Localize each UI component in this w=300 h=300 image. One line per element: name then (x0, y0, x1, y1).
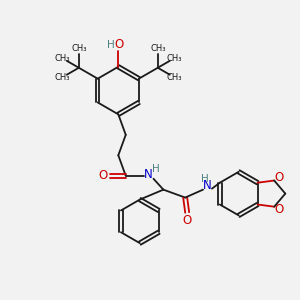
Text: H: H (107, 40, 115, 50)
Text: CH₃: CH₃ (166, 54, 182, 63)
Text: CH₃: CH₃ (150, 44, 166, 53)
Text: O: O (115, 38, 124, 52)
Text: CH₃: CH₃ (55, 73, 70, 82)
Text: O: O (183, 214, 192, 227)
Text: CH₃: CH₃ (55, 54, 70, 63)
Text: N: N (144, 168, 153, 181)
Text: H: H (201, 174, 209, 184)
Text: CH₃: CH₃ (166, 73, 182, 82)
Text: O: O (274, 203, 284, 216)
Text: O: O (98, 169, 108, 182)
Text: CH₃: CH₃ (71, 44, 87, 53)
Text: O: O (274, 171, 284, 184)
Text: H: H (152, 164, 159, 174)
Text: N: N (202, 179, 211, 192)
